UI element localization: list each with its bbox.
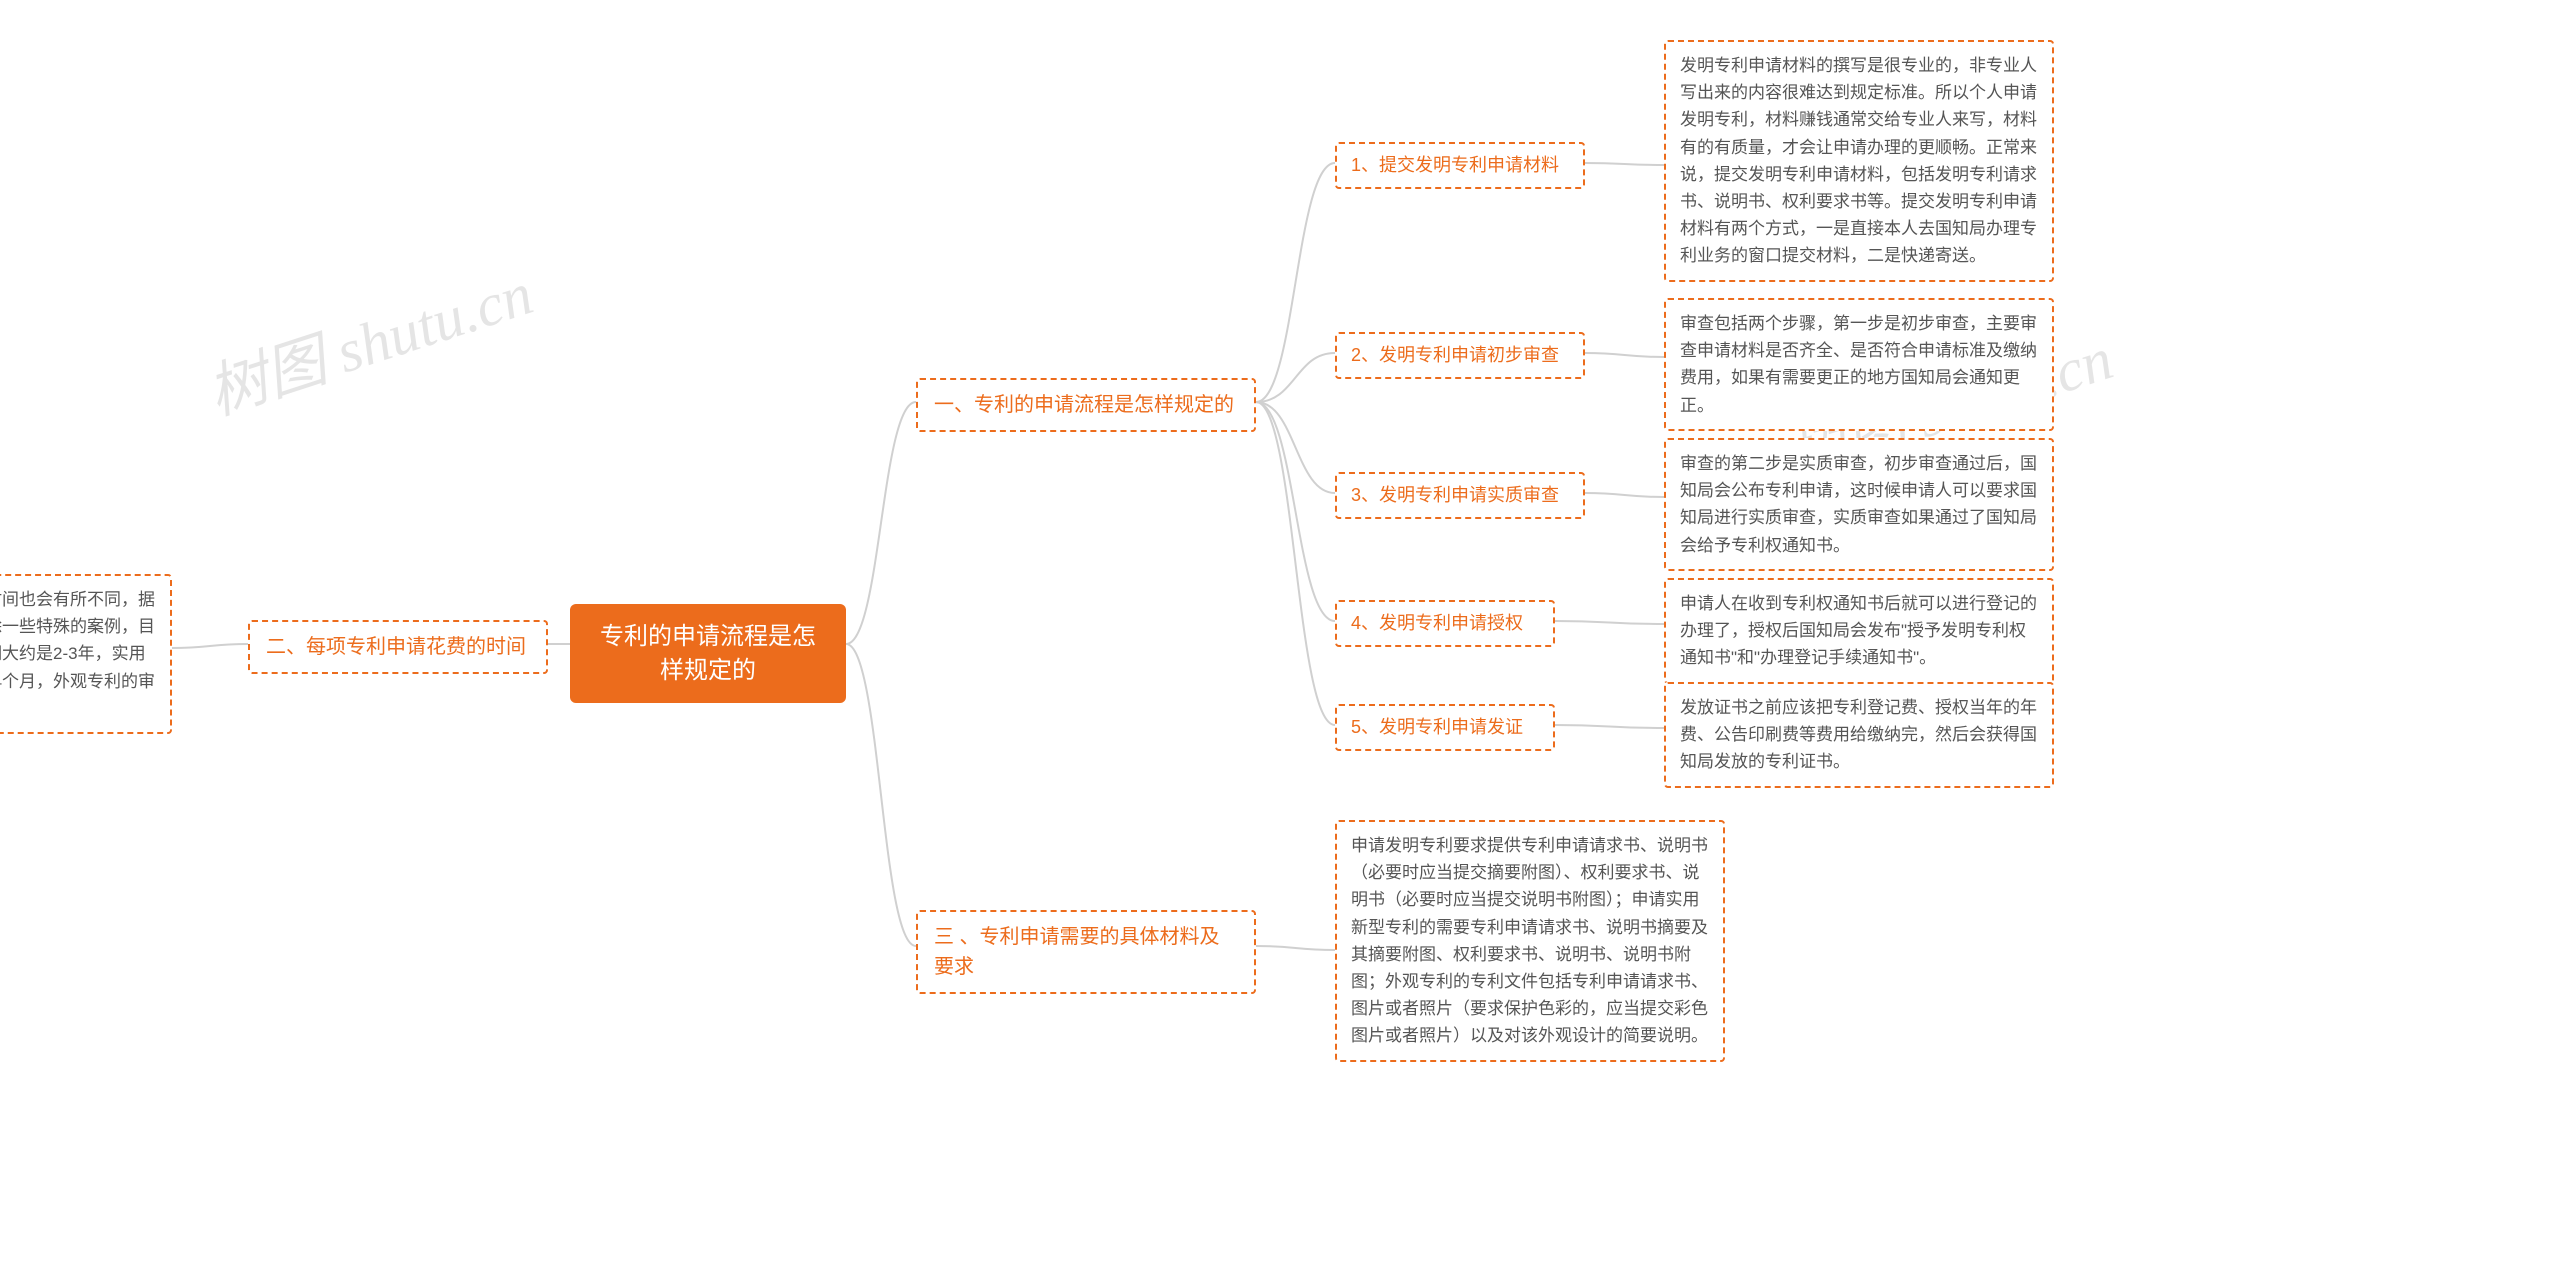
branch-b3[interactable]: 三 、专利申请需要的具体材料及要求 [916,910,1256,994]
leaf-l5[interactable]: 发放证书之前应该把专利登记费、授权当年的年费、公告印刷费等费用给缴纳完，然后会获… [1664,682,2054,788]
sub-s5[interactable]: 5、发明专利申请发证 [1335,704,1555,751]
branch-b2[interactable]: 二、每项专利申请花费的时间 [248,620,548,674]
sub-s1[interactable]: 1、提交发明专利申请材料 [1335,142,1585,189]
leaf-l1[interactable]: 发明专利申请材料的撰写是很专业的，非专业人写出来的内容很难达到规定标准。所以个人… [1664,40,2054,282]
leaf-l4[interactable]: 申请人在收到专利权通知书后就可以进行登记的办理了，授权后国知局会发布"授予发明专… [1664,578,2054,684]
leaf-l3[interactable]: 审查的第二步是实质审查，初步审查通过后，国知局会公布专利申请，这时候申请人可以要… [1664,438,2054,571]
watermark-1: 树图 shutu.cn [195,245,542,432]
sub-s4[interactable]: 4、发明专利申请授权 [1335,600,1555,647]
root-node[interactable]: 专利的申请流程是怎样规定的 [570,604,846,703]
sub-s3[interactable]: 3、发明专利申请实质审查 [1335,472,1585,519]
leaf-l7[interactable]: 申请发明专利要求提供专利申请请求书、说明书（必要时应当提交摘要附图）、权利要求书… [1335,820,1725,1062]
sub-s2[interactable]: 2、发明专利申请初步审查 [1335,332,1585,379]
leaf-l2[interactable]: 审查包括两个步骤，第一步是初步审查，主要审查申请材料是否齐全、是否符合申请标准及… [1664,298,2054,431]
leaf-l6[interactable]: 不同类型的专利审查所需时间也会有所不同，据官方给出的审查时间，排除一些特殊的案例… [0,574,172,734]
branch-b1[interactable]: 一、专利的申请流程是怎样规定的 [916,378,1256,432]
